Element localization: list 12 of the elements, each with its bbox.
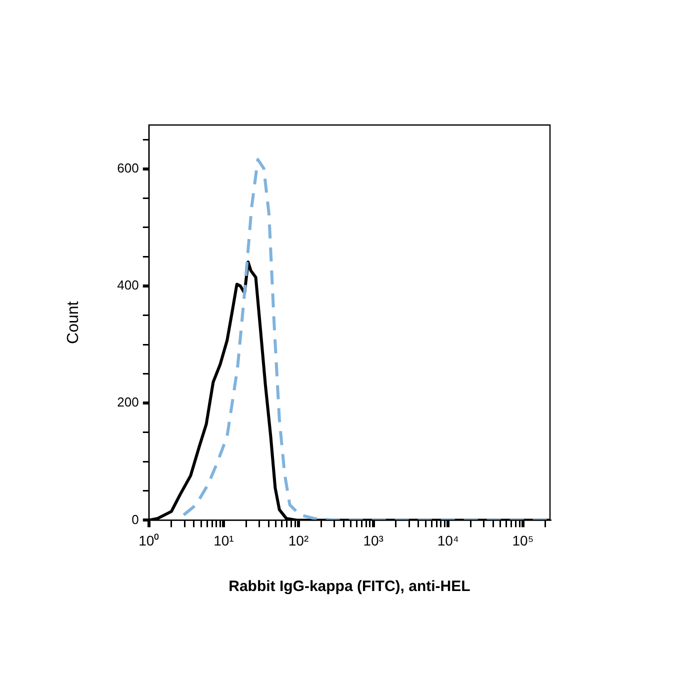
x-tick-label: 10⁵ [512, 532, 534, 548]
x-tick-label: 10⁰ [138, 532, 160, 548]
x-tick-label: 10⁴ [437, 532, 459, 548]
x-tick-label: 10² [288, 532, 309, 548]
y-tick-label: 200 [117, 394, 139, 410]
x-tick-label: 10³ [363, 532, 384, 548]
y-axis-title: Count [65, 300, 82, 344]
x-tick-label: 10¹ [214, 532, 234, 548]
y-tick-label: 600 [117, 160, 139, 176]
x-axis-title: Rabbit IgG-kappa (FITC), anti-HEL [228, 578, 470, 596]
y-tick-label: 400 [117, 278, 139, 293]
y-tick-label: 0 [132, 512, 139, 527]
